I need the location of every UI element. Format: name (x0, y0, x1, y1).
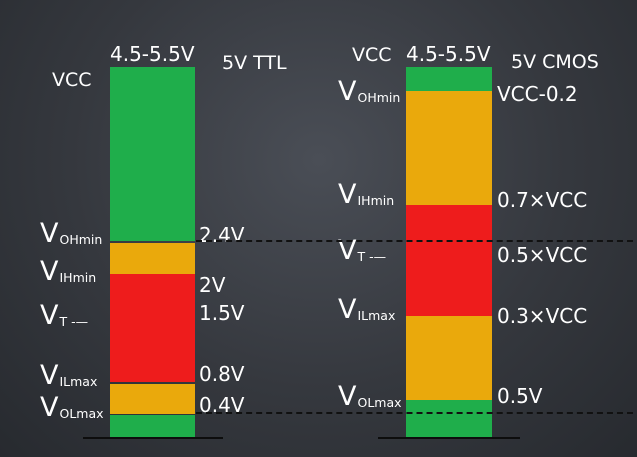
cmos-vol-value: 0.5V (497, 384, 543, 408)
ttl-vih-value: 2V (199, 273, 226, 297)
cmos-vol-symbol: V (338, 381, 357, 412)
ttl-family-label: 5V TTL (222, 52, 287, 74)
ttl-vt-value: 1.5V (199, 301, 245, 325)
ttl-voh-subscript: OHmin (59, 231, 103, 247)
cmos-vil-value: 0.3×VCC (497, 304, 588, 328)
cmos-voh-value: VCC-0.2 (497, 82, 578, 106)
cmos-vih-value: 0.7×VCC (497, 188, 588, 212)
cmos-ground-line (378, 437, 520, 439)
cmos-vol-subscript: OLmax (357, 394, 402, 410)
cmos-vil-subscript: ILmax (357, 307, 396, 323)
cmos-vih-label: V IHmin (338, 181, 394, 208)
ttl-vcc-label: VCC (52, 69, 92, 91)
ttl-voh-zone (110, 67, 195, 241)
ttl-threshold-zone (110, 274, 195, 382)
cmos-family-label: 5V CMOS (511, 51, 599, 73)
ttl-voh-label: V OHmin (40, 220, 102, 247)
ttl-vil-symbol: V (40, 360, 59, 391)
ttl-vil-value: 0.8V (199, 362, 245, 386)
ttl-vih-label: V IHmin (40, 258, 96, 285)
cmos-vih-symbol: V (338, 179, 357, 210)
cmos-vol-zone (406, 400, 492, 437)
ttl-voh-symbol: V (40, 218, 59, 249)
cmos-vih-subscript: IHmin (357, 192, 395, 208)
ttl-voh-value: 2.4V (199, 223, 245, 247)
cmos-vol-label: V OLmax (338, 383, 402, 410)
ttl-vol-value: 0.4V (199, 393, 245, 417)
ttl-supply-range: 4.5-5.5V (110, 42, 195, 66)
ttl-vol-zone (110, 415, 195, 437)
ttl-vol-label: V OLmax (40, 394, 104, 421)
cmos-threshold-zone (406, 205, 492, 316)
ttl-vil-zone (110, 384, 195, 414)
cmos-voh-label: V OHmin (338, 78, 400, 105)
cmos-vil-label: V ILmax (338, 296, 395, 323)
vol-reference-line (196, 412, 633, 414)
ttl-vt-symbol: V (40, 300, 59, 331)
cmos-vt-symbol: V (338, 235, 357, 266)
ttl-vil-label: V ILmax (40, 362, 97, 389)
ttl-vil-subscript: ILmax (59, 373, 98, 389)
cmos-supply-range: 4.5-5.5V (406, 42, 491, 66)
cmos-voh-zone (406, 67, 492, 91)
ttl-vol-subscript: OLmax (59, 405, 104, 421)
ttl-vih-subscript: IHmin (59, 269, 97, 285)
cmos-vil-zone (406, 316, 492, 400)
ttl-ground-line (83, 437, 223, 439)
ttl-vol-symbol: V (40, 392, 59, 423)
ttl-vih-zone (110, 243, 195, 274)
cmos-voh-symbol: V (338, 76, 357, 107)
cmos-voh-subscript: OHmin (357, 89, 401, 105)
voh-reference-line (196, 240, 633, 242)
cmos-vil-symbol: V (338, 294, 357, 325)
cmos-vcc-label: VCC (352, 44, 392, 66)
ttl-vih-symbol: V (40, 256, 59, 287)
ttl-vt-subscript: T -— (59, 313, 89, 329)
cmos-vt-subscript: T -— (357, 248, 387, 264)
cmos-vt-value: 0.5×VCC (497, 243, 588, 267)
cmos-vih-zone (406, 91, 492, 205)
